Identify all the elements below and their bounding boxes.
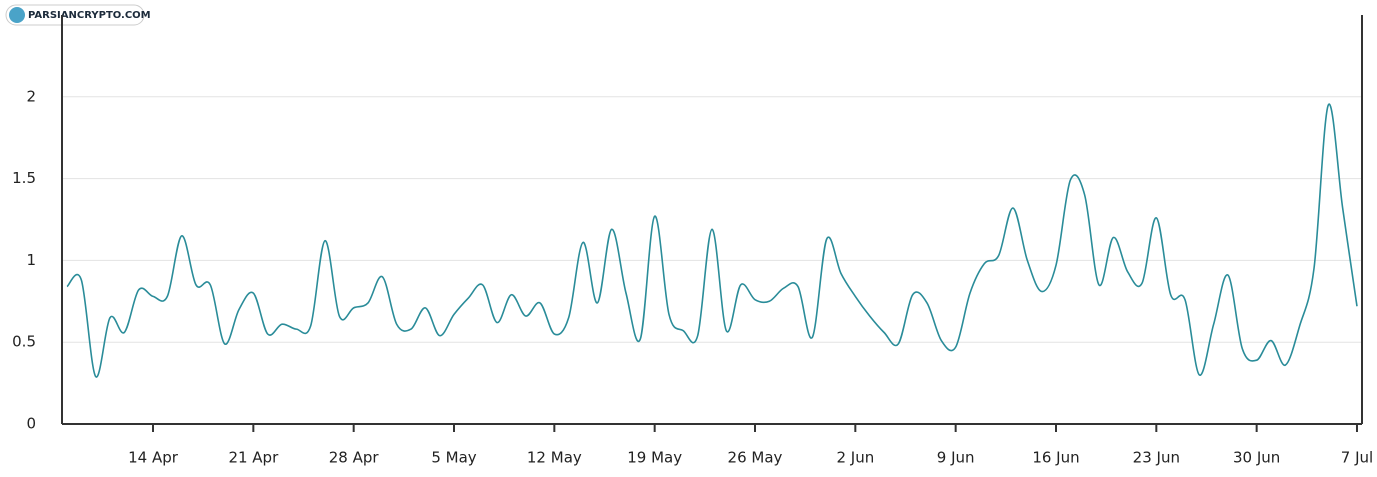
- y-tick-label: 2: [26, 87, 36, 105]
- line-series: [66, 103, 1358, 378]
- logo: PARSIANCRYPTO.COM: [5, 4, 151, 26]
- x-tick-label: 2 Jun: [836, 449, 874, 467]
- x-tick-label: 7 Jul: [1341, 449, 1373, 467]
- watermark: PARSIANCRYPTO.COM: [28, 10, 151, 21]
- x-tick-label: 26 May: [728, 449, 783, 467]
- x-tick-label: 5 May: [431, 449, 476, 467]
- x-tick-label: 14 Apr: [128, 449, 179, 467]
- y-tick-label: 0.5: [12, 333, 36, 351]
- x-tick-label: 28 Apr: [329, 449, 380, 467]
- x-tick-label: 9 Jun: [937, 449, 975, 467]
- x-tick-label: 23 Jun: [1133, 449, 1180, 467]
- y-tick-label: 1.5: [12, 169, 36, 187]
- logo-icon: [9, 7, 25, 23]
- y-tick-label: 0: [26, 415, 36, 433]
- y-tick-label: 1: [26, 251, 36, 269]
- x-tick-label: 12 May: [527, 449, 582, 467]
- x-tick-label: 21 Apr: [228, 449, 279, 467]
- x-tick-label: 19 May: [627, 449, 682, 467]
- x-tick-label: 30 Jun: [1233, 449, 1280, 467]
- logo-badge: [5, 4, 145, 26]
- x-tick-label: 16 Jun: [1032, 449, 1079, 467]
